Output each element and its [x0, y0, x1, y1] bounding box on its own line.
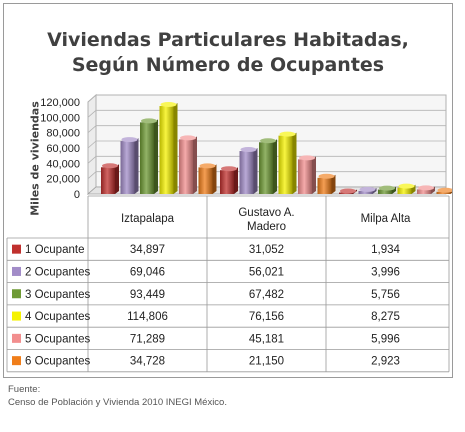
source-label: Fuente:	[8, 384, 41, 395]
bar	[120, 137, 139, 194]
bar	[101, 163, 119, 194]
category-label: Gustavo A. Madero	[238, 207, 294, 233]
category-label: Milpa Alta	[361, 213, 411, 225]
data-value-label: 1,934	[371, 244, 400, 256]
legend-swatch	[12, 356, 21, 366]
data-value-label: 34,897	[130, 244, 165, 256]
gridline	[87, 109, 446, 118]
data-value-label: 21,150	[249, 356, 284, 368]
legend-label: 1 Ocupante	[25, 244, 84, 256]
bar	[220, 166, 238, 194]
bar	[278, 131, 297, 194]
bar	[179, 135, 197, 194]
data-value-label: 93,449	[130, 289, 165, 301]
data-value-label: 114,806	[127, 311, 168, 323]
bar	[259, 138, 277, 194]
legend-label: 2 Ocupantes	[25, 266, 90, 278]
source-note: Fuente: Censo de Población y Vivienda 20…	[8, 383, 227, 409]
bar	[339, 188, 357, 194]
y-tick-label: 100,000	[40, 112, 80, 124]
data-value-label: 69,046	[130, 266, 165, 278]
source-text: Censo de Población y Vivienda 2010 INEGI…	[8, 397, 227, 408]
bar	[397, 183, 416, 194]
bar	[140, 118, 158, 194]
gridline	[87, 94, 446, 103]
y-tick-label: 40,000	[46, 158, 80, 170]
data-value-label: 8,275	[371, 311, 400, 323]
data-value-label: 3,996	[371, 266, 400, 278]
category-label: Iztapalapa	[121, 213, 175, 225]
y-tick-label: 60,000	[46, 143, 80, 155]
legend-swatch	[12, 289, 21, 299]
data-value-label: 45,181	[249, 333, 284, 345]
y-tick-label: 120,000	[40, 97, 80, 109]
data-value-label: 56,021	[249, 266, 284, 278]
bar	[159, 101, 178, 194]
chart-area: Viviendas Particulares Habitadas, Según …	[3, 3, 453, 378]
legend-swatch	[12, 266, 21, 276]
legend-swatch	[12, 311, 21, 321]
bar	[378, 185, 396, 194]
y-tick-label: 80,000	[46, 128, 80, 140]
data-value-label: 76,156	[249, 311, 284, 323]
data-value-label: 2,923	[371, 356, 400, 368]
bar	[239, 147, 258, 194]
bar	[198, 163, 217, 194]
chart-title-line-2: Según Número de Ocupantes	[71, 54, 385, 76]
gridline	[87, 140, 446, 149]
data-value-label: 34,728	[130, 356, 165, 368]
bar	[298, 155, 316, 194]
gridline	[87, 125, 446, 133]
plot-canvas: 0 20,000 40,000 60,000 80,000 100,000 120,000 I…	[6, 93, 452, 373]
y-tick-label: 20,000	[46, 174, 80, 186]
data-value-label: 71,289	[130, 333, 165, 345]
chart-title-line-1: Viviendas Particulares Habitadas,	[47, 29, 409, 51]
data-table: Iztapalapa Gustavo A. Madero Milpa Alta 1 Oc…	[6, 195, 450, 373]
gridline	[87, 171, 446, 179]
data-value-label: 5,756	[371, 289, 400, 301]
legend-label: 6 Ocupantes	[25, 356, 90, 368]
data-value-label: 67,482	[249, 289, 284, 301]
bar	[436, 187, 452, 194]
chart-title: Viviendas Particulares Habitadas, Según …	[4, 28, 452, 78]
legend-swatch	[12, 244, 21, 254]
bar	[417, 185, 435, 194]
legend-label: 5 Ocupantes	[25, 333, 90, 345]
gridline	[87, 155, 446, 164]
legend-swatch	[12, 333, 21, 343]
bar	[358, 186, 377, 194]
y-tick-label: 0	[74, 189, 80, 201]
legend-label: 4 Ocupantes	[25, 311, 90, 323]
legend-label: 3 Ocupantes	[25, 289, 90, 301]
data-value-label: 31,052	[249, 244, 284, 256]
data-value-label: 5,996	[371, 333, 400, 345]
bar	[317, 173, 336, 194]
